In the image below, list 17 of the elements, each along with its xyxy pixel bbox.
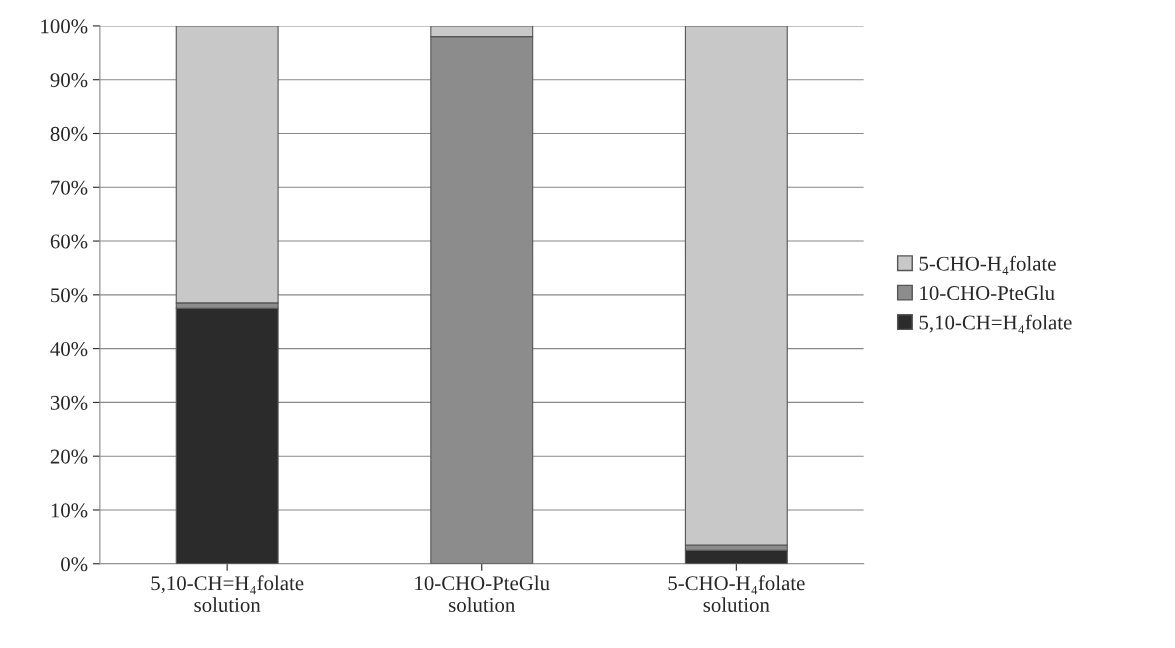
y-tick-label: 50%: [51, 288, 88, 303]
x-tick-label: 5-CHO-H₄folate solution: [668, 575, 805, 613]
y-tick-label: 90%: [50, 73, 88, 88]
y-tick-label: 80%: [50, 126, 88, 141]
x-tick-label: 10-CHO-PteGlu solution: [415, 575, 550, 613]
legend-label: 5-CHO-H₄folate: [919, 255, 1056, 275]
y-tick-label: 10%: [51, 503, 88, 518]
y-tick-label: 0%: [61, 557, 88, 572]
legend-label: 5,10-CH=H₄folate: [919, 314, 1072, 334]
y-tick-label: 40%: [50, 342, 88, 357]
y-tick-label: 30%: [50, 395, 88, 410]
y-tick-label: 70%: [51, 180, 88, 195]
y-tick-label: 60%: [50, 234, 88, 249]
y-tick-label: 20%: [50, 449, 88, 464]
x-tick-label: 5,10-CH=H₄folate solution: [151, 575, 304, 613]
legend-label: 10-CHO-PteGlu: [920, 285, 1055, 301]
y-tick-label: 100%: [41, 19, 88, 34]
